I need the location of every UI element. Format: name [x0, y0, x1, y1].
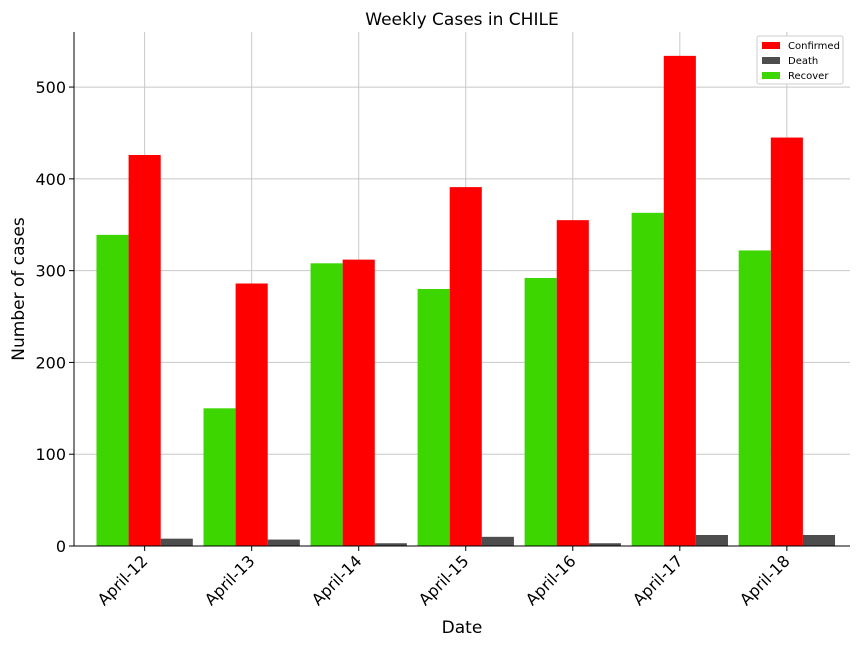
- y-tick-label-0: 0: [56, 537, 66, 556]
- y-tick-label-4: 400: [35, 170, 66, 189]
- bar-death-april-14: [374, 543, 407, 546]
- legend-label-death: Death: [788, 56, 818, 67]
- bar-recover-april-12: [96, 234, 129, 546]
- x-tick-label-6: April-18: [736, 551, 794, 609]
- bar-death-april-18: [802, 534, 836, 546]
- bar-recover-april-18: [738, 250, 771, 546]
- y-tick-label-5: 500: [35, 78, 66, 97]
- bar-death-april-17: [695, 534, 728, 546]
- bar-recover-april-15: [417, 289, 450, 546]
- bar-death-april-16: [588, 543, 621, 546]
- bar-recover-april-13: [203, 408, 236, 546]
- bar-recover-april-17: [631, 212, 664, 546]
- x-tick-label-4: April-16: [522, 551, 580, 609]
- legend-swatch-recover: [762, 72, 780, 79]
- y-tick-label-2: 200: [35, 353, 66, 372]
- bar-death-april-15: [481, 536, 514, 546]
- bar-confirmed-april-17: [663, 55, 696, 546]
- x-axis-ticks: April-12 April-13 April-14 April-15 April-16…: [94, 546, 794, 609]
- x-tick-label-2: April-14: [308, 551, 366, 609]
- bar-recover-april-14: [310, 263, 343, 546]
- bar-confirmed-april-14: [342, 259, 375, 546]
- axes: [73, 32, 850, 547]
- chart-title: Weekly Cases in CHILE: [365, 10, 558, 30]
- bar-confirmed-april-18: [770, 137, 803, 546]
- bar-confirmed-april-13: [235, 283, 268, 546]
- bar-confirmed-april-12: [128, 154, 161, 546]
- legend-swatch-death: [762, 57, 780, 64]
- y-axis-label: Number of cases: [9, 217, 29, 361]
- y-axis-ticks: 0 100 200 300 400 500: [35, 78, 74, 556]
- y-tick-label-3: 300: [35, 262, 66, 281]
- bar-confirmed-april-15: [449, 187, 482, 546]
- legend-label-recover: Recover: [788, 71, 829, 82]
- y-tick-label-1: 100: [35, 445, 66, 464]
- legend-swatch-confirmed: [762, 42, 780, 49]
- x-tick-label-1: April-13: [201, 551, 259, 609]
- bar-death-april-12: [160, 538, 193, 546]
- x-tick-label-0: April-12: [94, 551, 152, 609]
- x-tick-label-3: April-15: [415, 551, 473, 609]
- legend: Confirmed Death Recover: [756, 35, 844, 85]
- bar-recover-april-16: [524, 277, 557, 546]
- bar-death-april-13: [267, 539, 300, 546]
- x-tick-label-5: April-17: [629, 551, 687, 609]
- x-axis-label: Date: [442, 618, 483, 638]
- bar-confirmed-april-16: [556, 220, 589, 547]
- bars: [96, 55, 836, 547]
- legend-label-confirmed: Confirmed: [788, 41, 840, 52]
